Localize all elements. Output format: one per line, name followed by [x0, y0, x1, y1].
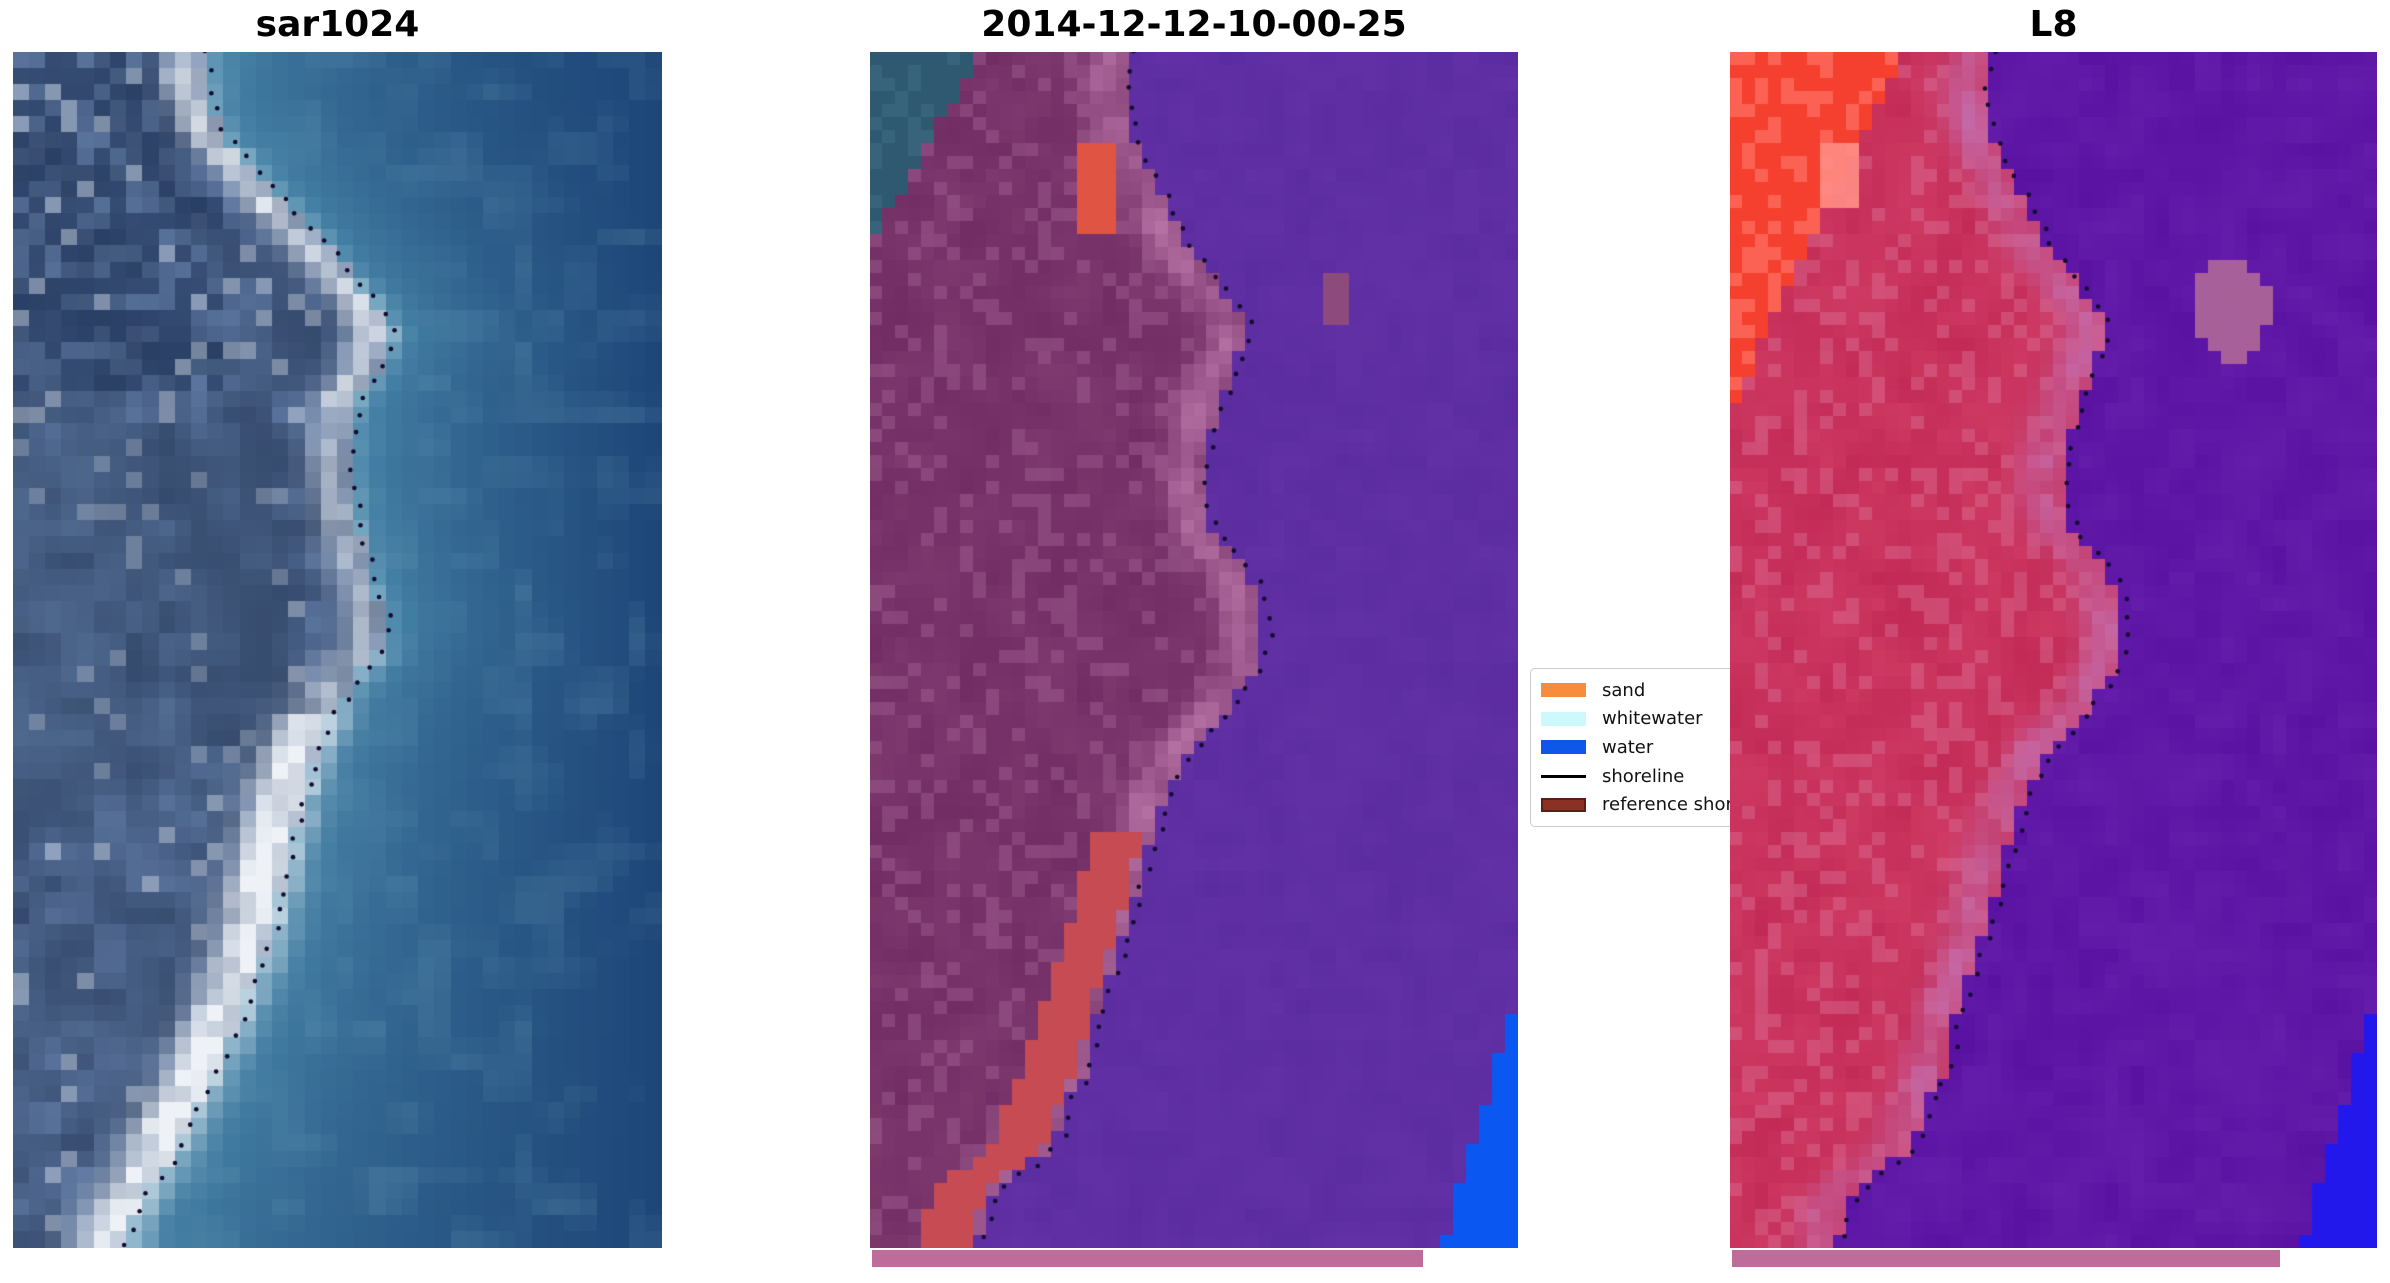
legend-label-sand: sand — [1602, 679, 1646, 701]
legend-row-sand: sand — [1541, 676, 1771, 705]
panel-title-classified-date: 2014-12-12-10-00-25 — [981, 4, 1407, 45]
panel-title-sar1024: sar1024 — [255, 4, 420, 45]
legend-label-shoreline: shoreline — [1602, 765, 1685, 787]
legend-swatch-whitewater — [1541, 711, 1586, 726]
classified-bottom-strip — [872, 1250, 1423, 1267]
legend-row-whitewater: whitewater — [1541, 705, 1771, 734]
l8-bottom-strip — [1732, 1250, 2280, 1267]
legend-label-water: water — [1602, 736, 1654, 758]
legend-row-shoreline: shoreline — [1541, 762, 1771, 791]
legend-swatch-shoreline-line — [1541, 774, 1586, 778]
panel-title-l8: L8 — [2029, 4, 2078, 45]
classified-image-panel — [870, 52, 1518, 1248]
legend-swatch-reference-shoreline — [1541, 797, 1586, 812]
sar-image-panel — [13, 52, 662, 1248]
legend-label-whitewater: whitewater — [1602, 708, 1703, 730]
legend-swatch-water — [1541, 740, 1586, 755]
l8-image-panel — [1730, 52, 2377, 1248]
legend-row-water: water — [1541, 733, 1771, 762]
legend-swatch-sand — [1541, 683, 1586, 698]
